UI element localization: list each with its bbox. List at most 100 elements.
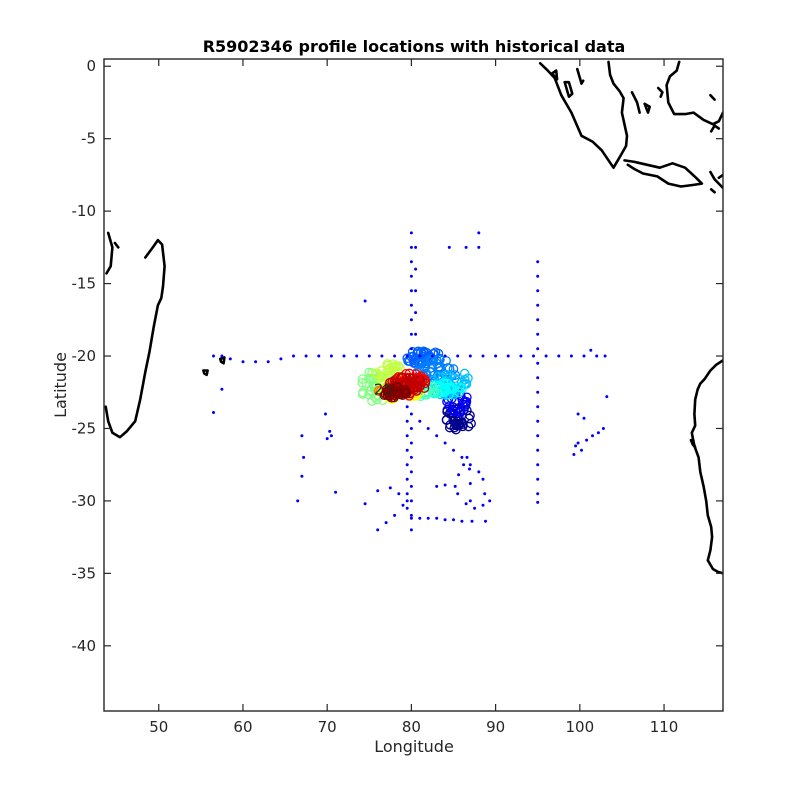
coastline [623,159,704,188]
historical-profile-point [409,499,413,503]
historical-profile-point [456,354,460,358]
y-tick-label: -35 [72,564,97,582]
historical-profile-point [576,412,580,416]
float-profile-marker [445,419,456,430]
historical-profile-point [405,477,409,481]
coastline [113,241,120,249]
historical-profile-point [481,354,485,358]
historical-profile-point [414,289,418,293]
historical-profile-point [536,463,540,467]
historical-profile-point [536,260,540,264]
x-tick-label: 80 [402,718,421,736]
historical-profile-point [342,354,346,358]
float-profile-marker [459,368,470,379]
historical-profile-point [409,455,413,459]
float-profile-marker [388,362,399,373]
historical-profile-point [254,360,258,364]
historical-profile-point [468,354,472,358]
historical-profile-point [460,455,464,459]
historical-profile-point [409,332,413,336]
historical-profile-point [304,354,308,358]
historical-profile-point [603,354,607,358]
x-tick-label: 60 [233,718,252,736]
float-profile-marker [418,349,428,360]
historical-profile-point [367,354,371,358]
historical-profile-point [536,477,540,481]
float-profile-marker [411,386,422,396]
historical-profile-point [414,267,418,271]
historical-profile-point [462,463,466,467]
historical-profile-point [443,483,447,487]
historical-profile-point [405,463,409,467]
x-tick-label: 70 [318,718,337,736]
historical-profile-point [582,354,586,358]
historical-profile-point [596,431,600,435]
coastline [105,231,114,275]
coastline [630,91,641,114]
historical-profile-point [435,484,439,488]
historical-profile-point [468,463,472,467]
float-profile-marker [399,388,410,399]
historical-profile-point [355,354,359,358]
coastline [538,60,629,169]
historical-profile-point [409,245,413,249]
historical-profile-point [376,528,380,532]
historical-profile-point [393,513,397,517]
historical-profile-point [464,502,468,506]
historical-profile-point [393,354,397,358]
coastline [656,86,664,98]
historical-profile-point [536,448,540,452]
historical-profile-point [328,429,332,433]
historical-profile-point [465,455,469,459]
historical-profile-point [228,357,232,361]
historical-profile-point [481,503,485,507]
historical-profile-point [426,427,430,430]
historical-profile-point [212,411,215,414]
coastline [665,60,723,126]
historical-profile-point [443,441,447,445]
float-profile-marker [439,387,450,398]
historical-profile-point [468,482,472,485]
historical-profile-point [580,448,583,452]
historical-profile-point [470,519,474,523]
x-tick-label: 110 [650,718,679,736]
historical-profile-point [409,516,413,520]
historical-profile-point [481,477,485,481]
historical-profile-point [401,503,405,507]
historical-profile-point [212,354,215,358]
historical-profile-point [435,516,439,520]
historical-profile-point [519,354,523,358]
historical-profile-point [418,516,422,520]
float-profile-marker [459,397,469,407]
historical-profile-point [536,318,540,322]
coastline [104,238,166,439]
x-tick-label: 50 [149,718,168,736]
float-profile-marker [400,385,410,395]
historical-profile-point [447,245,451,249]
historical-profile-point [329,434,333,438]
historical-profile-point [241,360,245,364]
historical-profile-point [405,448,409,452]
historical-profile-point [296,499,300,503]
historical-profile-point [418,354,422,358]
float-profile-marker [364,389,374,400]
historical-profile-point [405,434,409,438]
historical-profile-point [456,492,460,496]
y-tick-label: -25 [72,419,97,437]
float-profile-marker [406,376,416,387]
historical-profile-point [220,354,224,358]
historical-profile-point [409,412,413,416]
float-profile-marker [454,387,465,398]
historical-profile-point [483,492,487,496]
x-axis-label: Longitude [374,737,454,756]
coastline [563,80,574,98]
historical-profile-point [405,354,409,358]
coastline [218,356,226,365]
x-tick-label: 100 [566,718,595,736]
coastline [202,369,209,377]
float-profile-marker [384,363,395,374]
historical-profile-point [477,470,481,474]
historical-profile-point [536,274,540,278]
historical-profile-point [266,360,270,364]
